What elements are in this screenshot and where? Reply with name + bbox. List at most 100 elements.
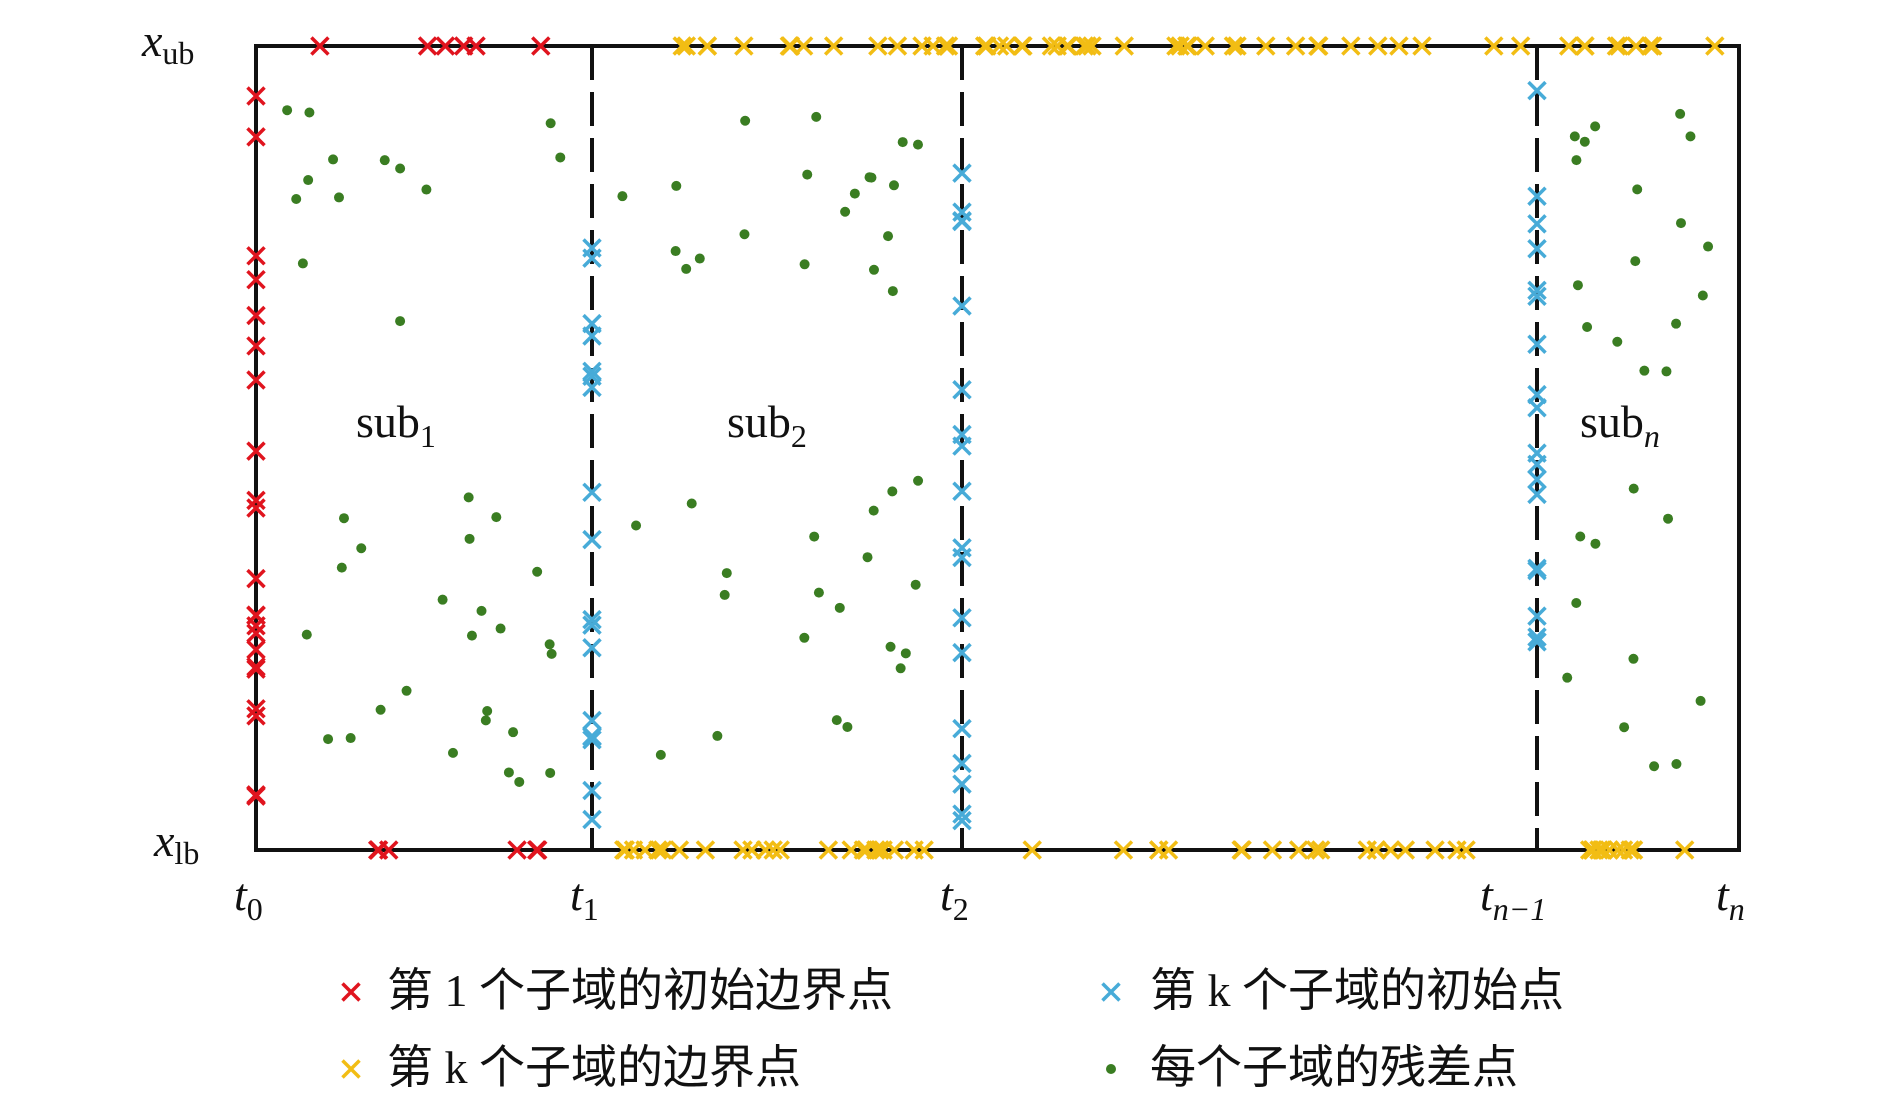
residual-point: [1649, 761, 1660, 772]
residual-point: [1572, 280, 1583, 291]
initial-boundary-point: [507, 840, 527, 860]
boundary-point: [1642, 36, 1663, 56]
initial-boundary-point: [246, 498, 266, 518]
residual-point: [546, 648, 557, 659]
t-sub: 1: [583, 891, 599, 927]
tn1-label: tn−1: [1480, 869, 1546, 927]
boundary-point: [672, 36, 692, 56]
residual-point: [900, 648, 911, 659]
boundary-point: [1510, 36, 1531, 56]
boundary-point: [818, 840, 839, 860]
initial-point: [1527, 469, 1547, 490]
initial-boundary-point: [310, 36, 330, 56]
legend-marker: [1101, 982, 1121, 1002]
initial-point: [582, 710, 602, 731]
residual-point: [1582, 322, 1593, 333]
boundary-point: [652, 840, 673, 860]
initial-point: [1527, 384, 1547, 405]
t-sub: n: [1729, 891, 1745, 927]
initial-boundary-point: [246, 706, 266, 726]
initial-boundary-point: [526, 840, 547, 860]
residual-point: [913, 475, 924, 486]
sub-main: sub: [356, 396, 420, 447]
x-lb-main: x: [153, 815, 175, 866]
initial-point: [582, 238, 602, 258]
t-main: t: [570, 869, 584, 920]
boundary-point: [1626, 36, 1646, 56]
residual-point: [379, 155, 390, 166]
boundary-point: [1705, 36, 1725, 56]
residual-point: [866, 172, 877, 183]
initial-point: [1527, 80, 1547, 101]
residual-point: [1628, 653, 1639, 664]
residual-point: [328, 154, 339, 165]
residual-point: [401, 685, 412, 696]
residual-point: [514, 776, 525, 787]
residual-point: [545, 118, 556, 129]
residual-point: [1671, 318, 1682, 329]
boundary-point: [1640, 36, 1660, 56]
residual-point: [868, 505, 879, 516]
initial-point: [952, 608, 972, 628]
residual-point: [799, 259, 810, 270]
initial-point: [582, 615, 602, 635]
boundary-point: [1041, 36, 1062, 56]
initial-point: [582, 482, 602, 503]
t-main: t: [1480, 869, 1494, 920]
residual-point: [862, 552, 873, 563]
boundary-point: [1227, 36, 1247, 56]
sub-sub: n: [1644, 418, 1660, 454]
residual-point: [1630, 256, 1641, 267]
boundary-point: [1341, 36, 1361, 56]
residual-point: [1575, 531, 1586, 542]
x-ub-sub: ub: [162, 35, 194, 71]
initial-point: [1527, 186, 1547, 206]
residual-point: [1639, 365, 1650, 376]
initial-point: [952, 380, 972, 400]
legend-text: 第 1 个子域的初始边界点: [387, 965, 893, 1016]
initial-point: [582, 809, 602, 830]
initial-boundary-point: [453, 36, 474, 56]
residual-point: [834, 602, 845, 613]
residual-point: [1675, 218, 1686, 229]
residual-point: [395, 316, 406, 327]
initial-point: [1527, 443, 1547, 463]
initial-boundary-point: [246, 336, 266, 356]
boundary-point: [733, 840, 753, 860]
t2-label: t2: [940, 869, 969, 927]
boundary-point: [1456, 840, 1476, 860]
initial-point: [582, 529, 602, 550]
initial-boundary-point: [246, 786, 266, 806]
boundary-point: [1077, 36, 1097, 56]
boundary-point: [1380, 840, 1401, 860]
residual-point: [813, 587, 824, 598]
residual-point: [670, 246, 681, 257]
residual-point: [447, 747, 458, 758]
residual-point: [1571, 155, 1582, 166]
residual-point: [897, 137, 908, 148]
sub-sub: 1: [420, 418, 436, 454]
boundary-point: [1022, 840, 1042, 860]
boundary-point: [887, 36, 908, 56]
t1-label: t1: [570, 869, 599, 927]
boundary-point: [1288, 840, 1309, 860]
residual-point: [375, 704, 386, 715]
residual-point: [356, 543, 367, 554]
residual-point: [323, 734, 334, 745]
boundary-point: [1574, 36, 1595, 56]
initial-point: [582, 609, 602, 630]
initial-boundary-point: [246, 86, 266, 106]
boundary-point: [1310, 840, 1331, 860]
residual-point: [883, 231, 894, 242]
boundary-point: [904, 840, 924, 860]
boundary-point: [734, 36, 754, 56]
legend-marker: [1106, 1064, 1116, 1074]
initial-point: [952, 810, 972, 831]
legend-text: 第 k 个子域的边界点: [387, 1042, 801, 1093]
residual-point: [802, 169, 813, 180]
t0-label: t0: [234, 869, 263, 927]
initial-boundary-point: [246, 605, 266, 625]
initial-boundary-point: [246, 246, 266, 266]
boundary-point: [1591, 840, 1612, 860]
residual-point: [466, 630, 477, 641]
